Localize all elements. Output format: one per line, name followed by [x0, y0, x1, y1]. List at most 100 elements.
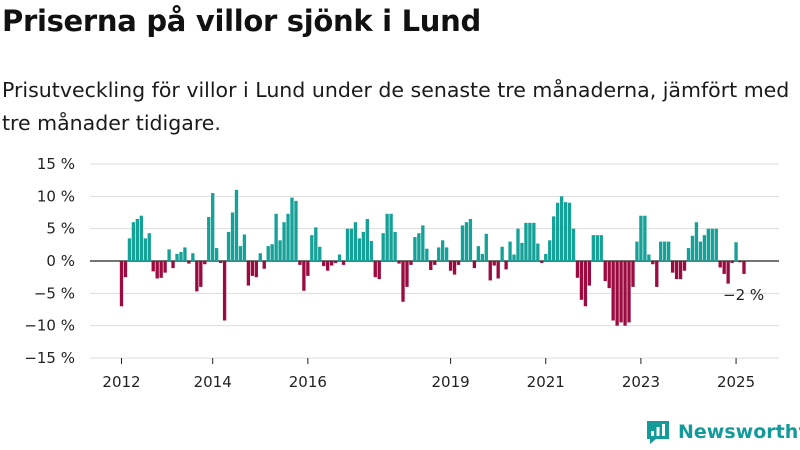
- bar: [686, 248, 691, 261]
- bar: [187, 261, 191, 264]
- bar: [250, 261, 255, 276]
- bar: [155, 261, 159, 279]
- bar: [619, 261, 623, 323]
- bar: [143, 238, 147, 261]
- bar: [623, 261, 627, 326]
- bar: [651, 261, 655, 265]
- bar: [587, 261, 592, 286]
- bar: [555, 202, 560, 261]
- brand-logo[interactable]: Newsworthy: [645, 419, 800, 445]
- bar: [413, 237, 417, 261]
- last-value-label: −2 %: [723, 286, 764, 304]
- bar: [361, 231, 366, 261]
- bar: [183, 247, 187, 261]
- bar: [508, 241, 512, 261]
- bar: [377, 261, 381, 280]
- bar: [548, 240, 552, 261]
- bar: [318, 246, 322, 261]
- bar: [536, 243, 540, 261]
- bar: [504, 261, 508, 270]
- bar: [472, 261, 477, 269]
- bar: [441, 240, 445, 261]
- bar: [397, 261, 401, 264]
- bar: [230, 212, 235, 261]
- bar: [710, 228, 714, 261]
- y-tick-label: 5 %: [46, 220, 75, 238]
- bar: [298, 261, 302, 265]
- bar: [544, 253, 548, 261]
- bar: [659, 241, 663, 261]
- bar: [528, 222, 532, 261]
- y-tick-label: −5 %: [34, 284, 75, 302]
- bar: [678, 261, 683, 280]
- bar: [401, 261, 405, 302]
- bar: [631, 261, 635, 287]
- bar: [322, 261, 326, 267]
- bar: [405, 261, 409, 287]
- bar: [559, 196, 564, 261]
- x-tick-label: 2023: [622, 373, 660, 391]
- bar: [627, 261, 631, 323]
- bar: [464, 222, 469, 261]
- bar: [195, 261, 199, 292]
- bar: [540, 261, 544, 263]
- y-axis-labels: 15 % 10 % 5 % 0 % −5 % −10 % −15 %: [24, 155, 75, 367]
- bar: [611, 261, 615, 321]
- bar: [591, 235, 595, 261]
- bar: [690, 235, 695, 261]
- bar: [643, 215, 647, 261]
- bar: [702, 235, 707, 261]
- y-tick-label: 10 %: [37, 187, 75, 205]
- bar: [603, 261, 607, 282]
- bar: [218, 261, 223, 263]
- x-tick-label: 2021: [527, 373, 565, 391]
- bar: [310, 235, 314, 261]
- bar: [385, 213, 389, 261]
- bar: [714, 228, 718, 261]
- bar: [524, 222, 528, 261]
- bar: [460, 225, 465, 261]
- bar: [492, 261, 496, 266]
- bar: [345, 228, 350, 261]
- bar: [488, 261, 492, 281]
- bar: [199, 261, 203, 287]
- page-title: Priserna på villor sjönk i Lund: [2, 4, 481, 38]
- bar: [326, 261, 330, 271]
- bar: [734, 242, 738, 261]
- bar: [369, 240, 373, 261]
- brand-name: Newsworthy: [678, 421, 800, 443]
- bar: [698, 241, 703, 261]
- bar: [583, 261, 588, 307]
- bar: [242, 234, 247, 261]
- bar: [718, 261, 722, 268]
- bar: [286, 213, 290, 261]
- bar: [476, 246, 481, 261]
- bar: [139, 215, 143, 261]
- bar: [647, 254, 651, 261]
- bar: [349, 228, 354, 261]
- bar: [571, 228, 576, 261]
- bar: [262, 261, 266, 269]
- bar: [203, 261, 207, 265]
- bar: [607, 261, 611, 289]
- bar: [393, 231, 397, 261]
- bar: [635, 241, 639, 261]
- bar: [468, 218, 473, 261]
- bar: [726, 261, 730, 284]
- bar: [663, 241, 667, 261]
- bar: [337, 254, 342, 261]
- bar: [615, 261, 619, 326]
- bar: [520, 242, 524, 261]
- bar: [329, 261, 334, 266]
- x-axis: 2012 2014 2016 2019 2021 2023 2025: [102, 358, 755, 391]
- bar: [500, 246, 504, 261]
- bar: [579, 261, 584, 300]
- newsworthy-logo-icon: [647, 421, 669, 444]
- bar: [333, 261, 338, 263]
- bar: [123, 261, 128, 278]
- bar: [167, 249, 171, 261]
- y-tick-label: −15 %: [24, 349, 75, 367]
- bar: [595, 235, 599, 261]
- bar: [480, 253, 484, 261]
